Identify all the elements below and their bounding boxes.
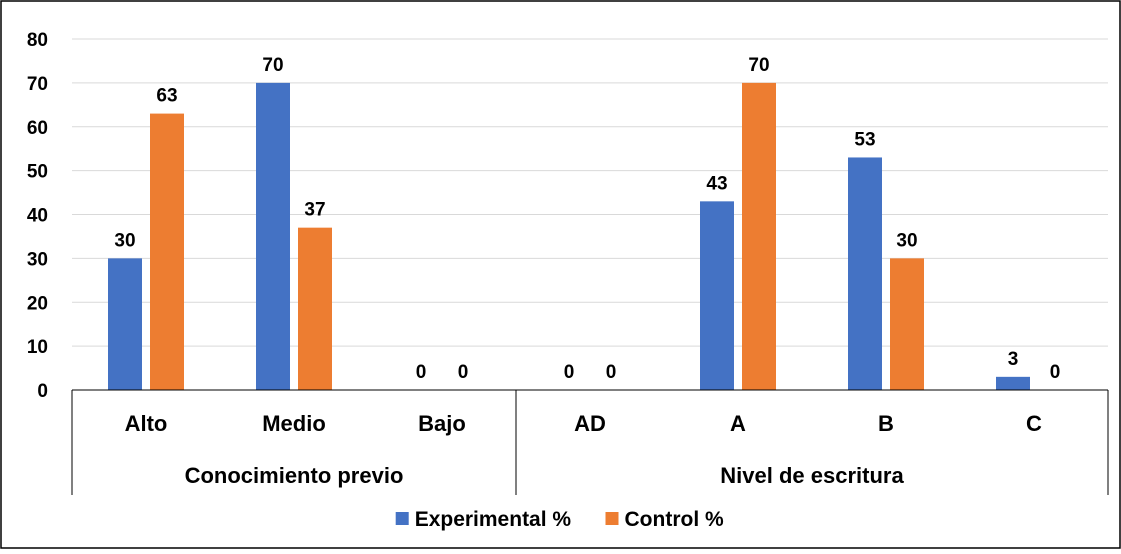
- bars: [108, 82, 1030, 391]
- data-label: 70: [748, 55, 769, 76]
- bar: [298, 227, 332, 390]
- data-label: 0: [416, 362, 427, 383]
- legend-label: Experimental %: [415, 508, 572, 531]
- y-tick-label: 0: [37, 381, 48, 402]
- x-category-label: AD: [574, 411, 606, 436]
- y-tick-label: 40: [27, 206, 48, 227]
- y-tick-label: 20: [27, 293, 48, 314]
- x-group-label: Conocimiento previo: [185, 463, 404, 488]
- data-label: 43: [706, 173, 727, 194]
- data-label: 70: [262, 55, 283, 76]
- x-category-label: Medio: [262, 411, 326, 436]
- y-tick-label: 80: [27, 30, 48, 51]
- x-category-label: A: [730, 411, 746, 436]
- bar: [700, 201, 734, 390]
- data-label: 3: [1008, 349, 1019, 370]
- y-tick-label: 30: [27, 249, 48, 270]
- data-label: 30: [114, 230, 135, 251]
- y-axis: 0 10 20 30 40 50 60 70 80: [27, 30, 48, 402]
- bar: [150, 113, 184, 391]
- data-label: 0: [1050, 362, 1061, 383]
- x-axis: Alto Medio Bajo AD A B C Conocimiento previo Niv…: [71, 389, 1109, 495]
- data-label: 30: [896, 230, 917, 251]
- y-tick-label: 60: [27, 118, 48, 139]
- bar: [890, 258, 924, 390]
- x-category-label: Bajo: [418, 411, 466, 436]
- data-labels: 30 70 0 0 43 53 3 63 37 0 0 70 30 0: [114, 55, 1060, 383]
- gridlines: [72, 38, 1108, 347]
- y-tick-label: 10: [27, 337, 48, 358]
- legend-swatch: [395, 512, 409, 525]
- y-tick-label: 50: [27, 162, 48, 183]
- x-category-label: Alto: [125, 411, 168, 436]
- bar: [742, 82, 776, 390]
- data-label: 0: [564, 362, 575, 383]
- bar: [256, 82, 290, 390]
- bar: [996, 376, 1030, 390]
- x-category-label: B: [878, 411, 894, 436]
- legend: Experimental % Control %: [395, 508, 724, 531]
- legend-label: Control %: [625, 508, 724, 531]
- data-label: 0: [458, 362, 469, 383]
- bar: [108, 258, 142, 390]
- x-group-label: Nivel de escritura: [720, 463, 904, 488]
- x-category-label: C: [1026, 411, 1042, 436]
- data-label: 0: [606, 362, 617, 383]
- bar: [848, 157, 882, 390]
- data-label: 63: [156, 86, 177, 107]
- legend-swatch: [605, 512, 619, 525]
- y-tick-label: 70: [27, 74, 48, 95]
- data-label: 37: [304, 200, 325, 221]
- data-label: 53: [854, 129, 875, 150]
